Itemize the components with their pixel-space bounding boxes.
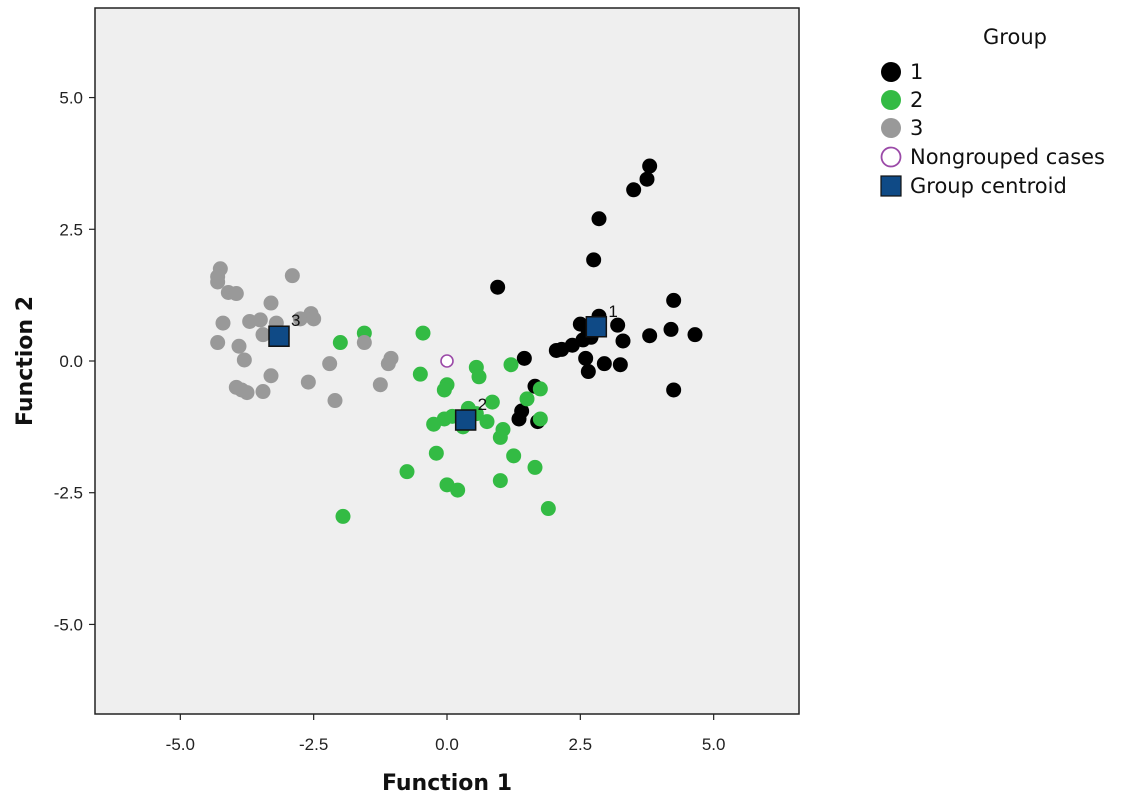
group-2-point xyxy=(332,335,348,351)
x-axis-title: Function 1 xyxy=(382,771,512,796)
group-1-point xyxy=(687,327,703,343)
group-1-point xyxy=(580,364,596,380)
group-3-point xyxy=(255,384,271,400)
group-1-point xyxy=(516,350,532,366)
centroid-label-2: 2 xyxy=(478,395,487,414)
group-1-point xyxy=(591,211,607,227)
group-2-point xyxy=(503,357,519,373)
group-1-point xyxy=(612,357,628,373)
group-1-point xyxy=(642,328,658,344)
group-1-point xyxy=(596,356,612,372)
group-2-point xyxy=(532,411,548,427)
centroid-label-3: 3 xyxy=(291,311,300,330)
group-3-point xyxy=(255,327,271,343)
y-tick-label: 5.0 xyxy=(59,89,83,108)
group-2-point xyxy=(335,508,351,524)
x-tick-label: 2.5 xyxy=(569,735,593,754)
legend-label-group-2: 2 xyxy=(910,88,923,112)
legend-label-group-3: 3 xyxy=(910,116,923,140)
x-tick-label: 5.0 xyxy=(702,735,726,754)
group-2-point xyxy=(479,414,495,430)
nongrouped-point xyxy=(440,354,454,368)
group-3-point xyxy=(380,356,396,372)
group-2-point xyxy=(484,394,500,410)
group-2-point xyxy=(436,382,452,398)
group-3-point xyxy=(215,315,231,331)
group-1-point xyxy=(666,292,682,308)
x-axis-ticks: -5.0 -2.5 0.0 2.5 5.0 xyxy=(166,714,726,754)
group-2-point xyxy=(540,501,556,517)
group-3-point xyxy=(284,268,300,284)
legend-marker-centroid xyxy=(880,175,902,197)
x-tick-label: 0.0 xyxy=(435,735,459,754)
centroid-marker-3 xyxy=(268,325,290,347)
centroid-marker-2 xyxy=(454,409,477,431)
centroid-marker-1 xyxy=(585,316,608,338)
group-2-point xyxy=(519,391,535,407)
group-2-point xyxy=(399,464,415,480)
group-3-point xyxy=(228,286,244,302)
legend-marker-group-2 xyxy=(881,90,901,110)
group-1-point xyxy=(578,350,594,366)
group-3-point xyxy=(356,335,372,351)
x-tick-label: -5.0 xyxy=(166,735,195,754)
group-1-point xyxy=(615,333,631,349)
group-2-point xyxy=(426,416,442,432)
group-centroids: 1 2 3 xyxy=(268,302,618,431)
group-3-point xyxy=(263,295,279,311)
group-3-point xyxy=(327,393,343,409)
group-1-point xyxy=(511,411,527,427)
group-2-point xyxy=(415,325,431,341)
legend-title: Group xyxy=(983,25,1047,49)
group-3-point xyxy=(292,311,308,327)
group-1-point xyxy=(626,182,642,198)
legend-marker-group-1 xyxy=(881,62,901,82)
centroid-label-1: 1 xyxy=(608,302,617,321)
y-tick-label: 0.0 xyxy=(59,352,83,371)
group-3-point xyxy=(322,356,338,372)
y-tick-label: 2.5 xyxy=(59,220,83,239)
group-1-point xyxy=(610,317,626,333)
group-3-point xyxy=(306,311,322,327)
group-3-point xyxy=(300,374,316,390)
y-tick-label: -2.5 xyxy=(54,484,83,503)
legend-label-nongrouped: Nongrouped cases xyxy=(910,145,1105,169)
group-2-point xyxy=(532,381,548,397)
group-1-point xyxy=(490,279,506,295)
group-2-point xyxy=(492,473,508,489)
group-3-point xyxy=(210,274,226,290)
legend-marker-nongrouped xyxy=(880,146,902,168)
legend-marker-group-3 xyxy=(881,118,901,138)
group-2-point xyxy=(506,448,522,464)
scatter-points xyxy=(210,158,703,524)
legend: Group 1 2 3 Nongrouped cases Group centr… xyxy=(880,25,1105,198)
y-tick-label: -5.0 xyxy=(54,615,83,634)
group-1-point xyxy=(639,171,655,187)
group-1-point xyxy=(663,321,679,337)
group-3-point xyxy=(372,377,388,393)
group-1-point xyxy=(548,342,564,358)
group-3-point xyxy=(252,312,268,328)
group-3-point xyxy=(236,352,252,368)
y-axis-ticks: -5.0 -2.5 0.0 2.5 5.0 xyxy=(54,89,95,634)
group-1-point xyxy=(666,382,682,398)
legend-label-group-1: 1 xyxy=(910,60,923,84)
group-2-point xyxy=(492,429,508,445)
group-1-point xyxy=(642,158,658,174)
group-2-point xyxy=(412,366,428,382)
group-2-point xyxy=(450,482,466,498)
group-2-point xyxy=(527,459,543,475)
group-3-point xyxy=(231,338,247,354)
legend-label-centroid: Group centroid xyxy=(910,174,1067,198)
y-axis-title: Function 2 xyxy=(13,296,38,426)
group-1-point xyxy=(586,252,602,268)
group-3-point xyxy=(210,335,226,351)
group-2-point xyxy=(471,369,487,385)
group-2-point xyxy=(428,445,444,461)
group-3-point xyxy=(263,368,279,384)
group-3-point xyxy=(239,385,255,401)
x-tick-label: -2.5 xyxy=(299,735,328,754)
